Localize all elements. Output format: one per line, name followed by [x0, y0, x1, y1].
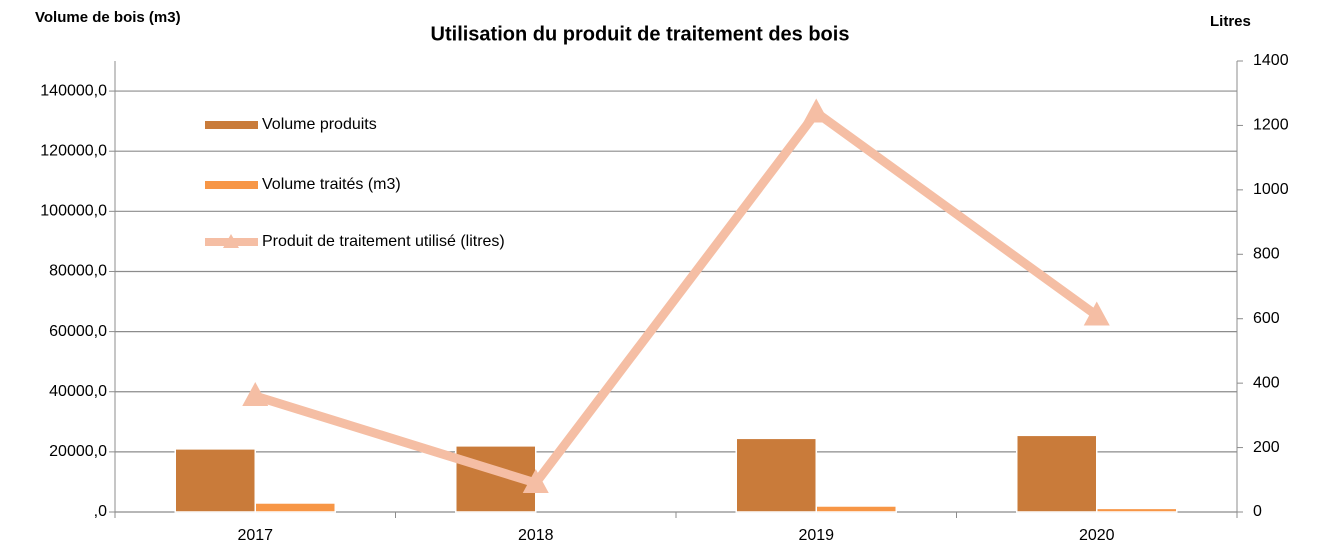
y2-tick-label: 1400: [1253, 52, 1289, 69]
line: [253, 108, 1100, 488]
legend-label: Produit de traitement utilisé (litres): [262, 233, 505, 250]
legend-swatch: [205, 181, 258, 189]
y2-tick-label: 800: [1253, 246, 1280, 263]
y-tick-label: 120000,0: [40, 142, 107, 159]
y2-tick-label: 400: [1253, 374, 1280, 391]
y-tick-label: 40000,0: [49, 383, 107, 400]
legend-marker: [223, 234, 239, 248]
legend-swatch: [205, 121, 258, 129]
x-tick-label: 2019: [798, 527, 834, 544]
marker: [1083, 301, 1110, 326]
y-axis-title: Volume de bois (m3): [35, 9, 181, 26]
bar: [815, 505, 897, 513]
chart-title: Utilisation du produit de traitement des…: [431, 23, 850, 45]
y-tick-label: 80000,0: [49, 263, 107, 280]
bar: [174, 448, 256, 513]
y2-tick-label: 200: [1253, 439, 1280, 456]
y2-tick-label: 1000: [1253, 181, 1289, 198]
legend-label: Volume produits: [262, 116, 377, 133]
x-tick-label: 2018: [518, 527, 554, 544]
marker: [522, 469, 549, 494]
y2-tick-label: 1200: [1253, 117, 1289, 134]
bar: [1016, 434, 1098, 513]
y-tick-label: 140000,0: [40, 82, 107, 99]
y-tick-label: ,0: [94, 503, 107, 520]
y-tick-label: 100000,0: [40, 203, 107, 220]
y-tick-label: 60000,0: [49, 323, 107, 340]
bar: [1096, 507, 1178, 513]
y2-axis-title: Litres: [1210, 13, 1251, 30]
y2-tick-label: 600: [1253, 310, 1280, 327]
marker: [803, 98, 830, 123]
x-tick-label: 2020: [1079, 527, 1115, 544]
y-tick-label: 20000,0: [49, 443, 107, 460]
marker: [242, 382, 269, 407]
legend-label: Volume traités (m3): [262, 176, 401, 193]
x-tick-label: 2017: [237, 527, 273, 544]
bar: [735, 437, 817, 513]
y2-tick-label: 0: [1253, 503, 1262, 520]
bar: [254, 502, 336, 513]
